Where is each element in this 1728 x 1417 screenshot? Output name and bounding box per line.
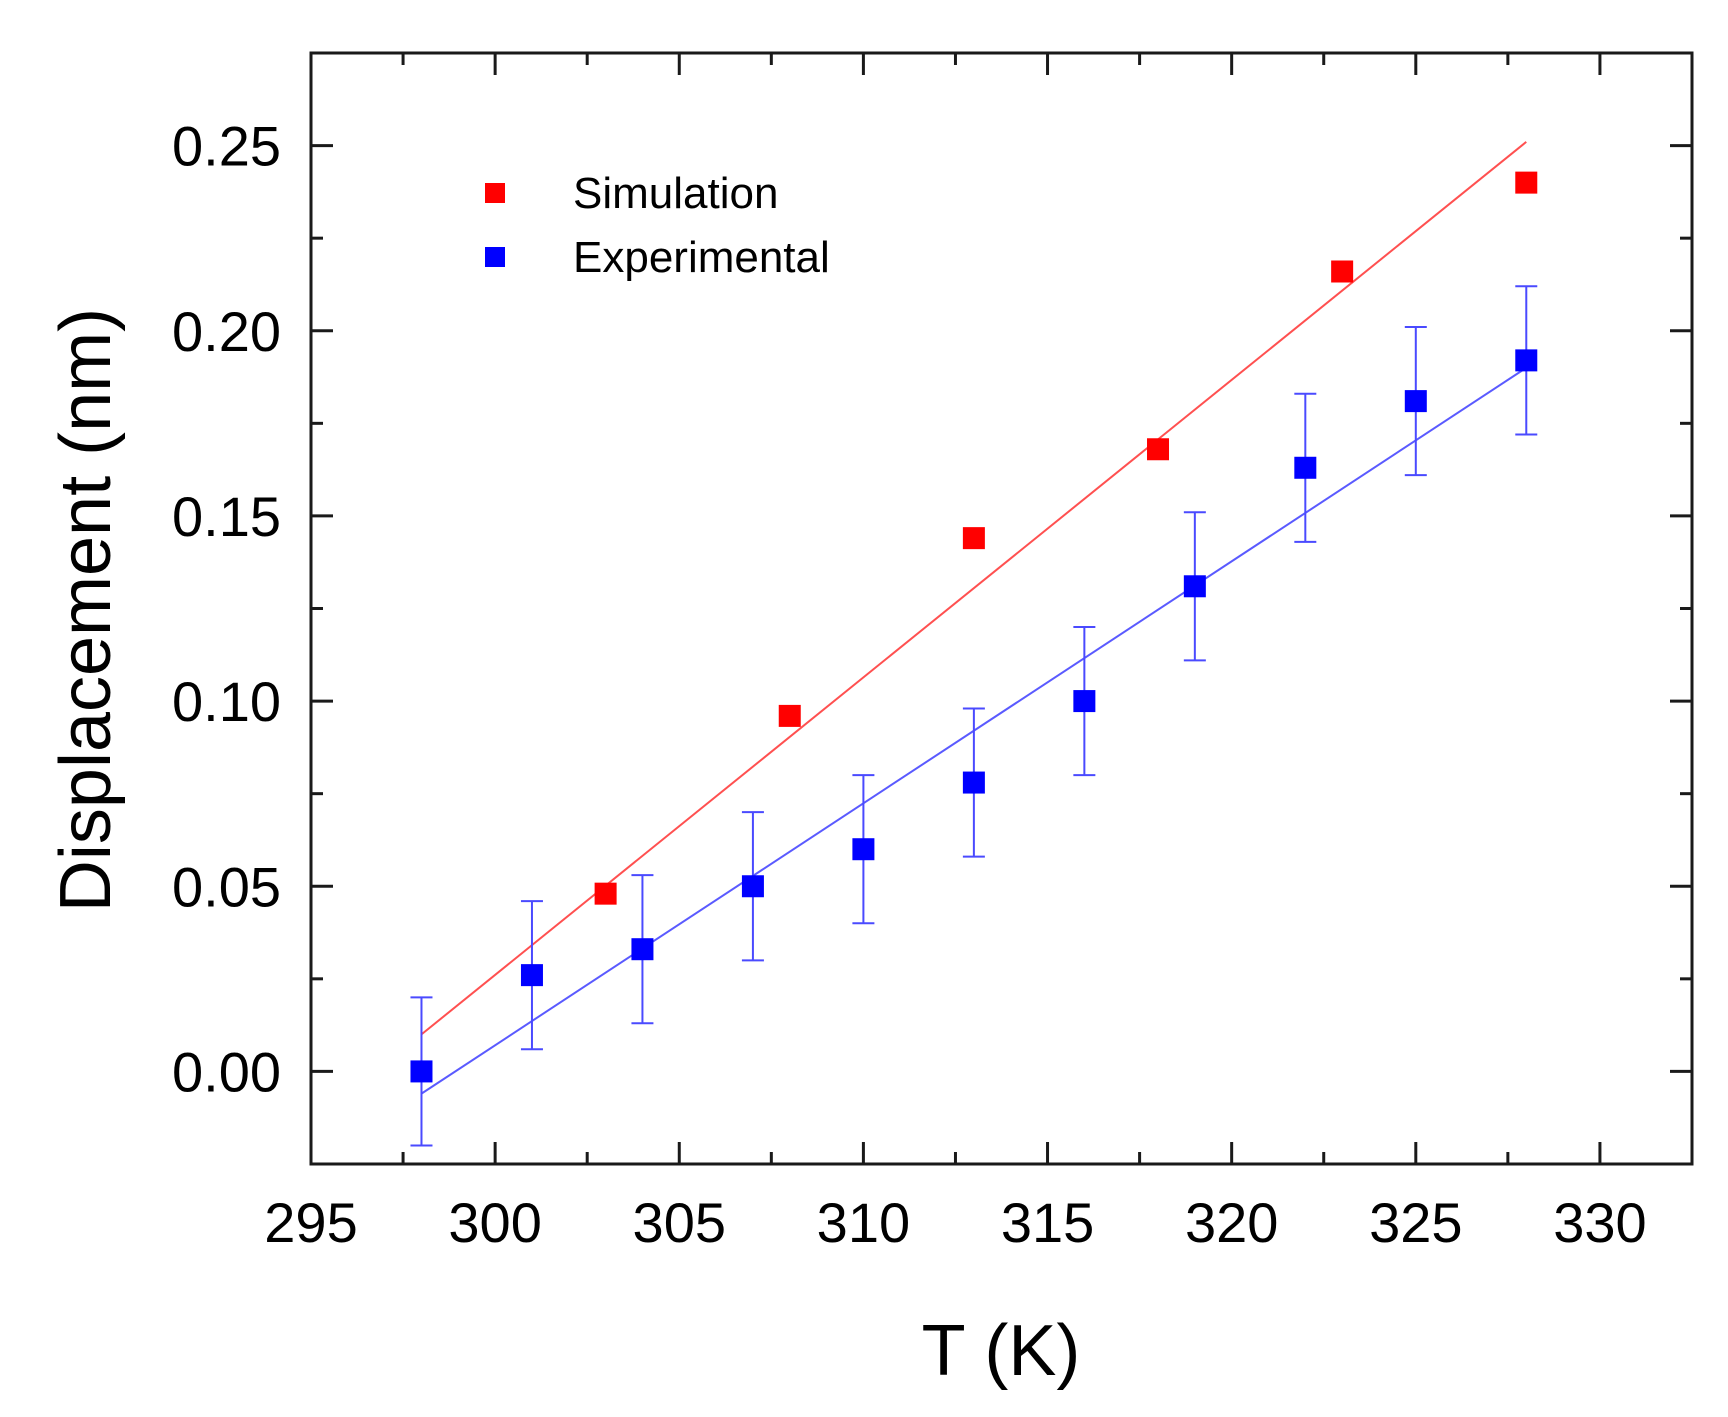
x-tick-label: 320 [1185,1191,1278,1254]
x-tick-label: 305 [633,1191,726,1254]
simulation-point [1515,171,1538,194]
simulation-point [594,882,617,905]
y-axis-title: Displacement (nm) [46,308,126,912]
tick-labels-layer: 295 300 305 310 315 320 325 330 0.00 0.05 0.10 0.15… [172,115,1647,1254]
experimental-point [1183,575,1206,598]
x-tick-label: 295 [264,1191,357,1254]
x-tick-label: 310 [817,1191,910,1254]
experimental-point [1515,349,1538,372]
x-axis-title: T (K) [922,1311,1081,1391]
y-tick-label: 0.05 [172,855,281,918]
experimental-point [631,938,654,961]
x-tick-label: 300 [448,1191,541,1254]
experimental-point [1073,690,1096,713]
x-tick-label: 315 [1001,1191,1094,1254]
y-tick-label: 0.20 [172,300,281,363]
experimental-point [410,1060,433,1083]
experimental-point [741,875,764,898]
simulation-point [962,527,985,550]
legend-label-experimental: Experimental [573,233,830,282]
x-tick-label: 330 [1553,1191,1646,1254]
points-layer [410,171,1538,1083]
legend-marker-experimental [485,247,505,267]
simulation-point [1331,260,1354,283]
legend-label-simulation: Simulation [573,169,778,218]
x-tick-label: 325 [1369,1191,1462,1254]
experimental-point [852,838,875,861]
y-tick-label: 0.00 [172,1040,281,1103]
experimental-point [520,964,543,987]
experimental-point [1404,390,1427,413]
simulation-point [1147,438,1170,461]
plot-frame [309,51,1694,1166]
y-tick-label: 0.25 [172,115,281,178]
experimental-point [1294,456,1317,479]
y-tick-label: 0.10 [172,670,281,733]
simulation-point [778,704,801,727]
experimental-point [962,771,985,794]
legend: Simulation Experimental [485,169,830,282]
y-tick-label: 0.15 [172,485,281,548]
legend-marker-simulation [485,183,505,203]
